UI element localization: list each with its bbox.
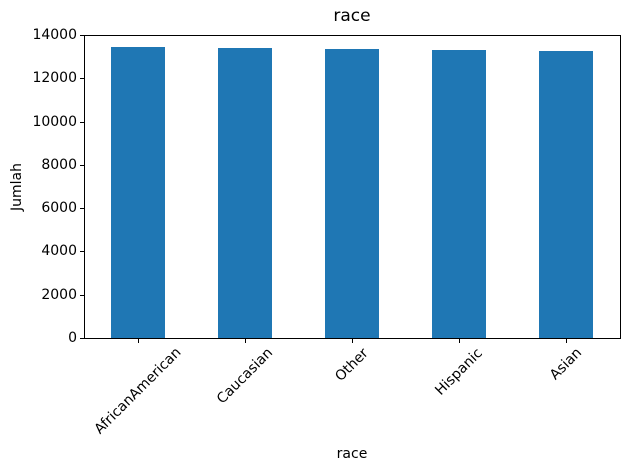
y-tick-label: 6000 — [41, 200, 77, 217]
x-tick-mark — [137, 339, 139, 343]
y-tick-label: 8000 — [41, 156, 77, 173]
x-tick-mark — [244, 339, 246, 343]
y-tick-label: 10000 — [32, 113, 77, 130]
y-tick-mark — [80, 35, 84, 36]
x-axis-label: race — [336, 446, 368, 462]
y-tick-label: 2000 — [41, 286, 77, 303]
y-tick-label: 4000 — [41, 243, 77, 260]
y-tick-label: 14000 — [32, 27, 77, 43]
x-tick-mark — [459, 339, 461, 343]
bar-caucasian — [217, 47, 272, 338]
y-tick-mark — [80, 164, 84, 166]
y-tick-label: 12000 — [32, 70, 77, 87]
x-tick-label: Hispanic — [432, 345, 486, 399]
y-tick-mark — [80, 294, 84, 296]
x-tick-mark — [566, 339, 568, 343]
bar-asian — [539, 51, 594, 338]
y-tick-mark — [80, 78, 84, 80]
bar-africanamerican — [110, 47, 165, 338]
y-tick-label: 0 — [68, 330, 77, 346]
chart-title: race — [333, 6, 371, 26]
bar-hispanic — [432, 49, 487, 338]
y-tick-mark — [80, 208, 84, 210]
x-tick-label: AfricanAmerican — [91, 344, 185, 438]
bar-other — [325, 49, 379, 338]
x-tick-label: Caucasian — [213, 344, 276, 408]
y-tick-mark — [80, 338, 84, 339]
y-tick-mark — [80, 121, 84, 123]
y-tick-mark — [80, 251, 84, 253]
x-tick-mark — [352, 339, 353, 343]
x-tick-label: Other — [332, 345, 372, 385]
x-tick-label: Asian — [547, 344, 586, 384]
plot-area — [84, 35, 621, 339]
